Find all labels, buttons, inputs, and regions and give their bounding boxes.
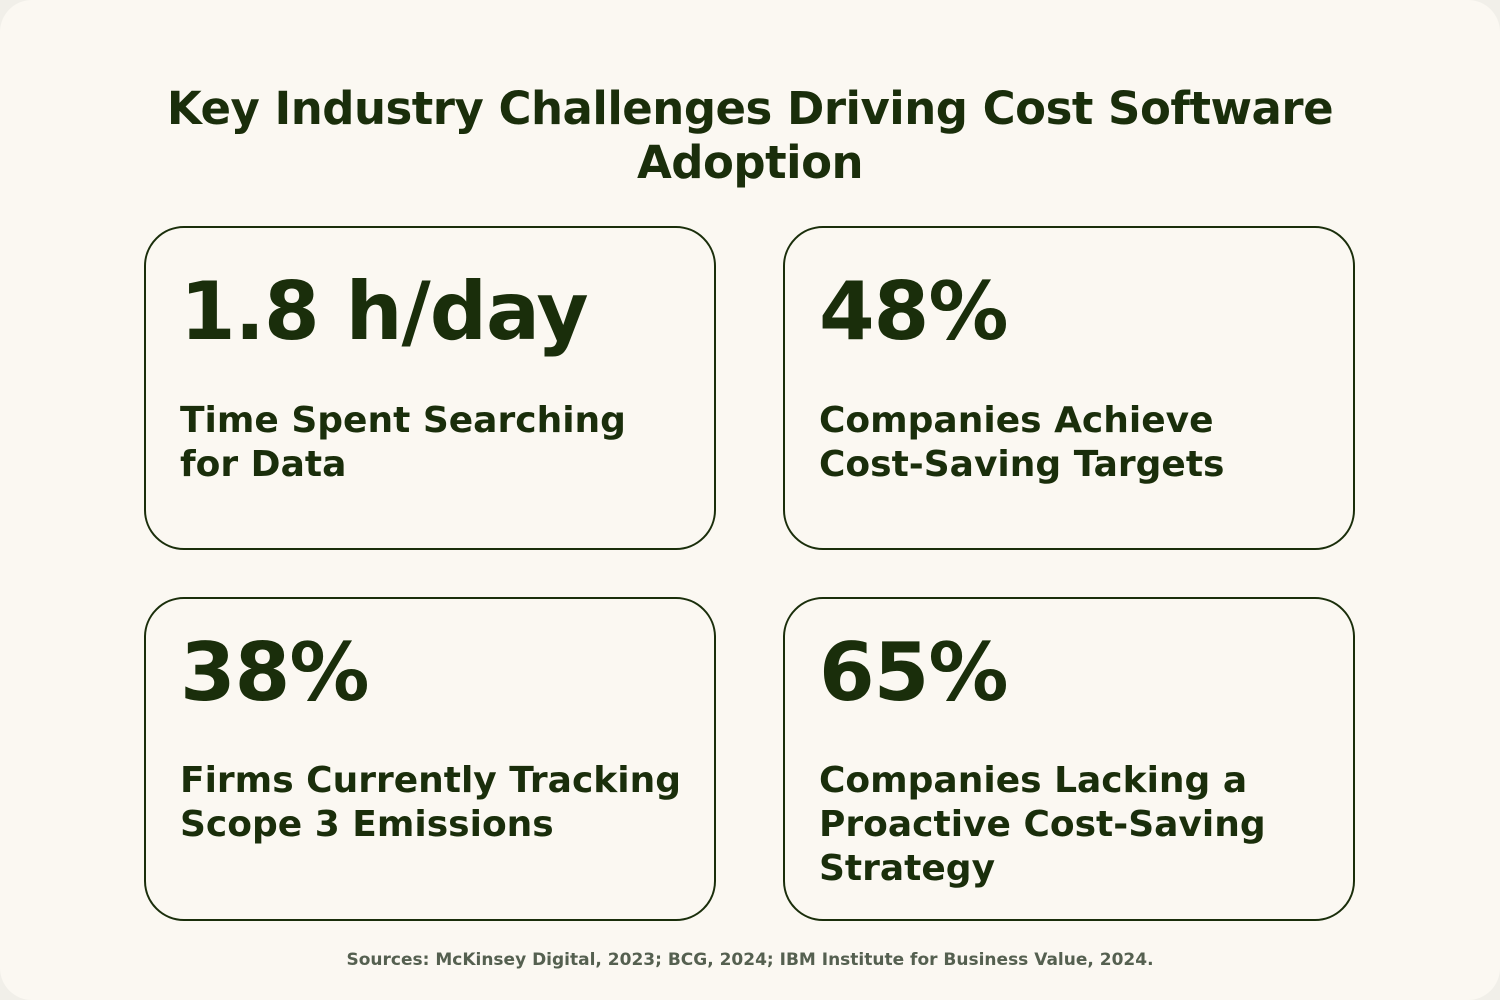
stat-description: Time Spent Searching for Data — [180, 400, 626, 485]
stat-description: Companies Achieve Cost-Saving Targets — [819, 400, 1225, 485]
stat-value: 1.8 h/day — [180, 265, 589, 358]
stat-description: Firms Currently Tracking Scope 3 Emissio… — [180, 760, 681, 845]
stat-card-cost-saving-targets: 48% Companies Achieve Cost-Saving Target… — [783, 226, 1355, 550]
stat-card-scope3-tracking: 38% Firms Currently Tracking Scope 3 Emi… — [144, 597, 716, 921]
stat-card-time-searching: 1.8 h/day Time Spent Searching for Data — [144, 226, 716, 550]
stat-card-proactive-strategy: 65% Companies Lacking a Proactive Cost-S… — [783, 597, 1355, 921]
sources-footnote: Sources: McKinsey Digital, 2023; BCG, 20… — [346, 950, 1154, 970]
stat-description: Companies Lacking a Proactive Cost-Savin… — [819, 760, 1266, 889]
stat-value: 48% — [819, 265, 1008, 358]
stat-value: 65% — [819, 626, 1008, 719]
stat-value: 38% — [180, 626, 369, 719]
page-title: Key Industry Challenges Driving Cost Sof… — [166, 82, 1334, 189]
